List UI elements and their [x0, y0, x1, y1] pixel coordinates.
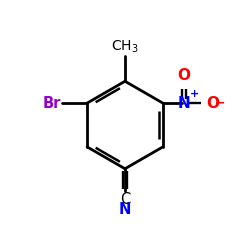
Text: N: N: [119, 202, 131, 218]
Text: N: N: [178, 96, 190, 110]
Text: O: O: [206, 96, 219, 110]
Text: +: +: [190, 89, 199, 99]
Text: Br: Br: [42, 96, 61, 110]
Text: −: −: [215, 96, 226, 110]
Text: C: C: [120, 192, 130, 207]
Text: O: O: [178, 68, 191, 83]
Text: CH$_3$: CH$_3$: [111, 38, 139, 55]
